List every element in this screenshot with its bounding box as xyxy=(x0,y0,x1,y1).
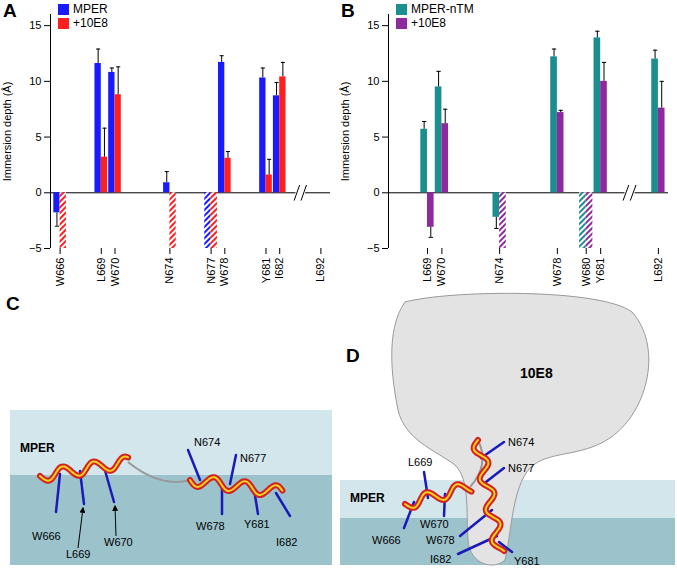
svg-text:D: D xyxy=(346,345,360,366)
svg-text:−5: −5 xyxy=(29,242,42,254)
svg-text:Immersion depth (Å): Immersion depth (Å) xyxy=(1,82,13,182)
svg-text:W670: W670 xyxy=(435,258,447,287)
svg-text:15: 15 xyxy=(29,19,41,31)
svg-text:W666: W666 xyxy=(54,258,66,287)
svg-text:L669: L669 xyxy=(66,548,90,560)
svg-text:Y681: Y681 xyxy=(244,518,270,530)
html-text:A: A xyxy=(3,0,17,21)
svg-text:Y681: Y681 xyxy=(514,555,540,567)
svg-text:W680: W680 xyxy=(580,258,592,287)
svg-text:W678: W678 xyxy=(551,258,563,287)
svg-text:10E8: 10E8 xyxy=(520,365,553,381)
svg-text:MPER: MPER xyxy=(20,441,55,455)
svg-text:W670: W670 xyxy=(104,536,133,548)
svg-text:L692: L692 xyxy=(314,258,326,282)
html-text:+10E8: +10E8 xyxy=(411,16,446,30)
svg-text:5: 5 xyxy=(35,131,41,143)
svg-text:C: C xyxy=(6,293,20,314)
svg-text:I682: I682 xyxy=(273,258,285,279)
svg-text:N674: N674 xyxy=(493,258,505,284)
svg-text:0: 0 xyxy=(35,186,41,198)
svg-text:N674: N674 xyxy=(194,436,220,448)
svg-text:N677: N677 xyxy=(508,462,534,474)
html-text:+10E8: +10E8 xyxy=(73,16,108,30)
svg-text:10: 10 xyxy=(29,75,41,87)
svg-text:W678: W678 xyxy=(218,258,230,287)
svg-text:Immersion depth (Å): Immersion depth (Å) xyxy=(339,82,351,182)
svg-text:10: 10 xyxy=(367,75,379,87)
svg-text:L669: L669 xyxy=(95,258,107,282)
svg-text:N677: N677 xyxy=(205,258,217,284)
html-text:MPER: MPER xyxy=(73,2,108,16)
svg-text:L669: L669 xyxy=(408,456,432,468)
html-text:MPER-nTM: MPER-nTM xyxy=(411,2,474,16)
svg-text:Y681: Y681 xyxy=(260,258,272,284)
svg-text:W670: W670 xyxy=(420,518,449,530)
svg-text:L669: L669 xyxy=(421,258,433,282)
svg-text:5: 5 xyxy=(373,131,379,143)
svg-text:15: 15 xyxy=(367,19,379,31)
svg-text:I682: I682 xyxy=(276,536,297,548)
svg-text:L692: L692 xyxy=(652,258,664,282)
svg-text:W666: W666 xyxy=(372,534,401,546)
svg-text:W678: W678 xyxy=(196,520,225,532)
svg-text:W670: W670 xyxy=(109,258,121,287)
svg-text:MPER: MPER xyxy=(350,491,385,505)
svg-text:−5: −5 xyxy=(367,242,380,254)
svg-text:N674: N674 xyxy=(163,258,175,284)
svg-text:N677: N677 xyxy=(240,452,266,464)
svg-text:I682: I682 xyxy=(430,553,451,565)
svg-text:W666: W666 xyxy=(32,530,61,542)
svg-text:N674: N674 xyxy=(508,436,534,448)
svg-text:Y681: Y681 xyxy=(594,258,606,284)
svg-text:0: 0 xyxy=(373,186,379,198)
svg-text:W678: W678 xyxy=(426,534,455,546)
html-text:B: B xyxy=(341,0,355,21)
